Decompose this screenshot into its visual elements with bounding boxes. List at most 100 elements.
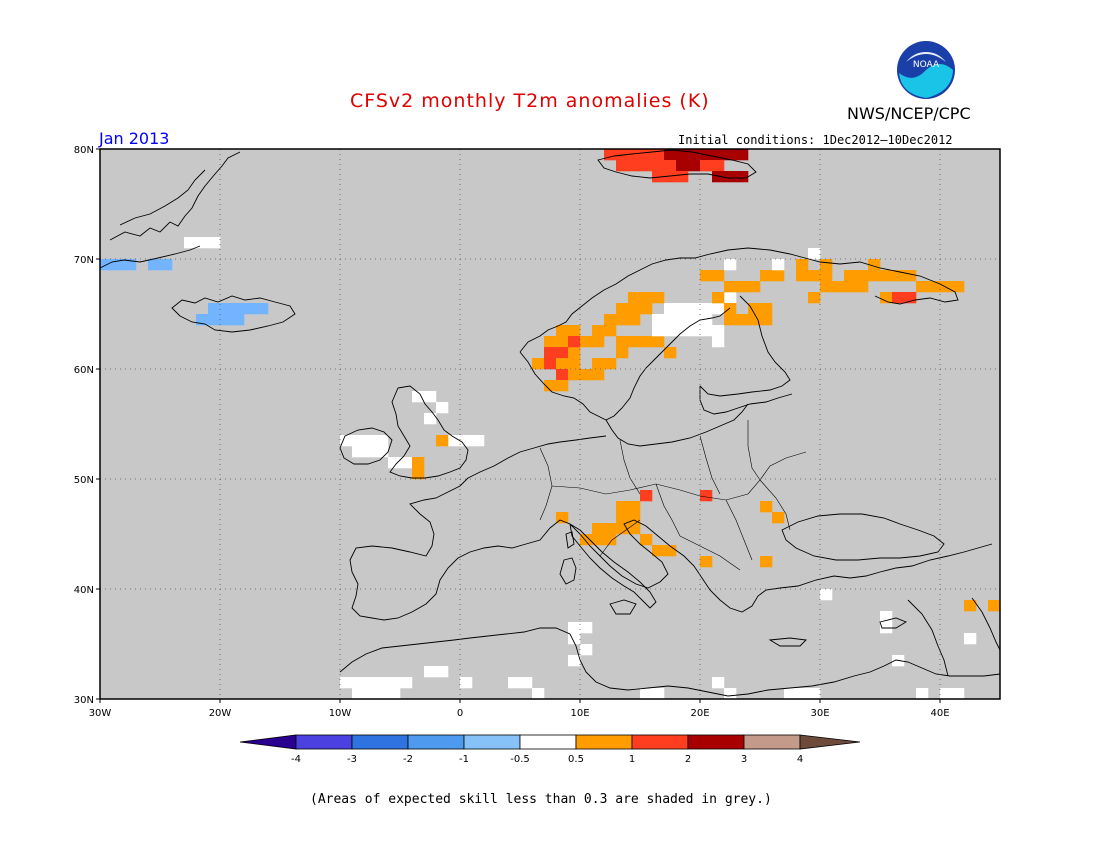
colorbar: -4 -3 -2 -1 -0.5 0.5 1 2 3 4 — [239, 734, 861, 765]
anomaly-cell — [964, 633, 977, 645]
anomaly-cell — [736, 281, 749, 293]
anomaly-cell — [820, 281, 833, 293]
y-tick-label: 70N — [74, 255, 94, 266]
anomaly-cell — [712, 303, 725, 315]
anomaly-cell — [652, 171, 665, 183]
anomaly-cell — [376, 435, 389, 447]
colorbar-label: -1 — [459, 754, 469, 765]
anomaly-cell — [880, 270, 893, 282]
anomaly-cell — [556, 358, 569, 370]
anomaly-cell — [640, 688, 653, 700]
anomaly-cell — [532, 358, 545, 370]
anomaly-cell — [544, 380, 557, 392]
anomaly-cell — [592, 358, 605, 370]
anomaly-cell — [232, 303, 245, 315]
anomaly-cell — [928, 281, 941, 293]
anomaly-cell — [820, 259, 833, 271]
anomaly-cell — [856, 270, 869, 282]
anomaly-cell — [952, 281, 965, 293]
anomaly-cell — [772, 512, 785, 524]
graticule — [100, 149, 1000, 699]
colorbar-swatch — [575, 734, 633, 750]
map-title: CFSv2 monthly T2m anomalies (K) — [350, 90, 710, 112]
anomaly-cell — [124, 259, 137, 271]
anomaly-cell — [760, 556, 773, 568]
anomaly-cell — [736, 314, 749, 326]
anomaly-cell — [652, 336, 665, 348]
anomaly-cell — [556, 512, 569, 524]
anomaly-cell — [664, 545, 677, 557]
anomaly-cell — [592, 336, 605, 348]
anomaly-cell — [724, 688, 737, 700]
anomaly-cell — [352, 688, 365, 700]
anomaly-cell — [712, 149, 725, 161]
anomaly-cell — [700, 325, 713, 337]
agency-label: NWS/NCEP/CPC — [847, 104, 971, 123]
anomaly-cell — [568, 347, 581, 359]
anomaly-cell — [388, 688, 401, 700]
logo-text: NOAA — [913, 60, 940, 70]
y-tick-label: 40N — [74, 585, 94, 596]
anomaly-cell — [352, 446, 365, 458]
anomaly-cell — [676, 160, 689, 172]
anomaly-cell — [352, 677, 365, 689]
levant-coast — [907, 597, 1001, 677]
anomaly-cell — [640, 149, 653, 161]
anomaly-cell — [556, 369, 569, 381]
x-tick-label: 20W — [209, 708, 232, 719]
anomaly-cell — [796, 259, 809, 271]
anomaly-cell — [712, 325, 725, 337]
anomaly-cell — [196, 237, 209, 249]
anomaly-cell — [712, 677, 725, 689]
anomaly-cell — [652, 545, 665, 557]
noaa-logo-icon: NOAA — [897, 41, 955, 99]
colorbar-swatch — [295, 734, 353, 750]
colorbar-swatch — [351, 734, 409, 750]
anomaly-cell — [664, 347, 677, 359]
anomaly-cell — [376, 677, 389, 689]
anomaly-cell — [940, 281, 953, 293]
island-sicily — [609, 599, 637, 615]
anomaly-cell — [544, 358, 557, 370]
britain-coast — [389, 385, 469, 479]
colorbar-label: 4 — [797, 754, 803, 765]
x-tick-label: 30W — [89, 708, 112, 719]
anomaly-cell — [580, 644, 593, 656]
anomaly-cell — [952, 688, 965, 700]
anomaly-cell — [556, 325, 569, 337]
anomaly-cell — [400, 677, 413, 689]
colorbar-swatch — [687, 734, 745, 750]
anomaly-cell — [688, 160, 701, 172]
anomaly-cell — [220, 303, 233, 315]
anomaly-cell — [760, 270, 773, 282]
anomaly-cell — [700, 314, 713, 326]
y-tick-label: 80N — [74, 145, 94, 156]
anomaly-cell — [940, 688, 953, 700]
anomaly-cell — [664, 314, 677, 326]
anomaly-cell — [628, 336, 641, 348]
anomaly-cell — [736, 149, 749, 161]
anomaly-cell — [700, 160, 713, 172]
anomaly-cell — [868, 259, 881, 271]
anomaly-cell — [424, 666, 437, 678]
anomaly-cell — [796, 270, 809, 282]
anomaly-cell — [640, 490, 653, 502]
anomaly-cell — [640, 160, 653, 172]
anomaly-cell — [616, 336, 629, 348]
y-tick-label: 50N — [74, 475, 94, 486]
anomaly-cell — [880, 292, 893, 304]
ireland-coast — [339, 427, 393, 465]
anomaly-cell — [628, 501, 641, 513]
anomaly-cell — [820, 270, 833, 282]
anomaly-cell — [232, 314, 245, 326]
anomaly-cell — [604, 358, 617, 370]
colorbar-label: 2 — [685, 754, 691, 765]
anomaly-cell — [424, 391, 437, 403]
anomaly-cell — [220, 314, 233, 326]
anomaly-cell — [544, 336, 557, 348]
anomaly-cell — [628, 303, 641, 315]
anomaly-cell — [580, 622, 593, 634]
anomaly-cell — [676, 314, 689, 326]
island-cyprus — [879, 617, 908, 629]
x-axis-ticks: 30W 20W 10W 0 10E 20E 30E 40E — [89, 699, 950, 719]
